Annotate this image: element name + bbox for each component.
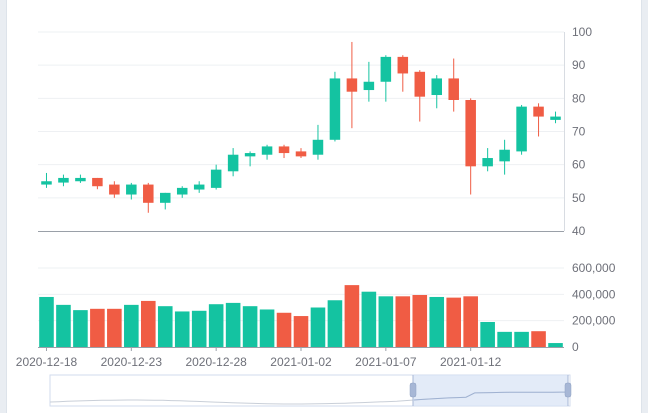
volume-bar [73,310,88,347]
zoom-selected-series [413,391,570,401]
volume-bar [276,312,292,347]
tick-labels: 40 50 60 70 80 90 100 0 200,000 400,000 600,000 202… [16,25,616,369]
volume-bar [225,302,241,347]
zoom-left-handle[interactable] [409,382,417,398]
candle-body [143,184,154,203]
price-tick-label: 90 [572,58,586,72]
volume-bar [56,304,71,347]
volume-bar [242,306,258,347]
candle-body [75,177,86,182]
volume-tick-label: 200,000 [572,314,616,328]
candle-body [92,177,103,187]
candle-body [465,99,476,167]
datazoom-slider[interactable] [49,374,572,407]
candle-body [516,106,527,152]
volume-bar [39,296,54,347]
x-tick-label: 2020-12-23 [101,355,163,369]
volume-bar [463,296,478,347]
candle-body [499,149,510,162]
candle-body [414,71,426,97]
volume-bar [497,331,512,347]
candle-body [482,158,493,167]
volume-bar [480,321,495,347]
axes [38,32,565,351]
price-tick-label: 60 [572,158,586,172]
candle-body [244,153,256,157]
volume-bar [310,307,326,347]
volume-bar [259,309,275,347]
candle-body [397,56,409,74]
volume-tick-label: 400,000 [572,287,616,301]
volume-tick-label: 0 [572,340,579,354]
candle-body [227,154,239,172]
volume-bars [39,285,563,347]
x-tick-label: 2021-01-07 [355,355,417,369]
volume-bar [361,291,377,347]
volume-bar [548,343,563,347]
candle-body [550,116,561,120]
candle-body [210,169,222,188]
volume-bar [327,300,343,347]
volume-bar [344,285,360,347]
candle-body [176,187,188,195]
volume-bar [157,306,173,347]
x-tick-label: 2021-01-02 [270,355,332,369]
candle-body [58,177,69,183]
candle-body [295,151,307,157]
volume-bar [446,297,462,347]
volume-tick-label: 600,000 [572,261,616,275]
price-tick-label: 50 [572,191,586,205]
volume-bar [174,311,190,347]
volume-bar [395,296,411,347]
candle-body [278,146,290,154]
volume-bar [107,308,122,347]
price-tick-label: 80 [572,91,586,105]
volume-bar [293,316,309,347]
candle-body [193,184,205,190]
price-tick-label: 40 [572,224,586,238]
candle-body [346,78,358,92]
zoom-selected-range[interactable] [413,375,568,406]
candle-body [533,106,544,117]
volume-bar [412,294,428,347]
price-tick-label: 70 [572,125,586,139]
volume-bar [90,308,105,347]
grid-lines [38,31,564,322]
candle-body [329,78,341,140]
candle-body [312,139,324,155]
candles [41,41,561,213]
volume-bar [124,304,139,347]
candle-body [380,56,392,82]
candle-body [431,78,443,96]
volume-bar [191,310,207,347]
volume-bar [531,331,546,347]
volume-bar [140,300,156,347]
candle-body [261,146,273,155]
candle-body [41,181,52,185]
x-tick-label: 2021-01-12 [440,355,502,369]
candle-body [126,184,137,195]
zoom-right-handle[interactable] [564,382,572,398]
x-tick-label: 2020-12-28 [185,355,247,369]
candle-body [159,192,171,203]
candle-body [363,81,375,91]
candle-body [448,78,459,100]
x-tick-label: 2020-12-18 [16,355,78,369]
volume-bar [378,296,394,347]
candle-body [109,184,120,195]
volume-bar [208,304,224,347]
volume-bar [429,296,445,347]
volume-bar [514,331,529,347]
price-tick-label: 100 [572,25,592,39]
